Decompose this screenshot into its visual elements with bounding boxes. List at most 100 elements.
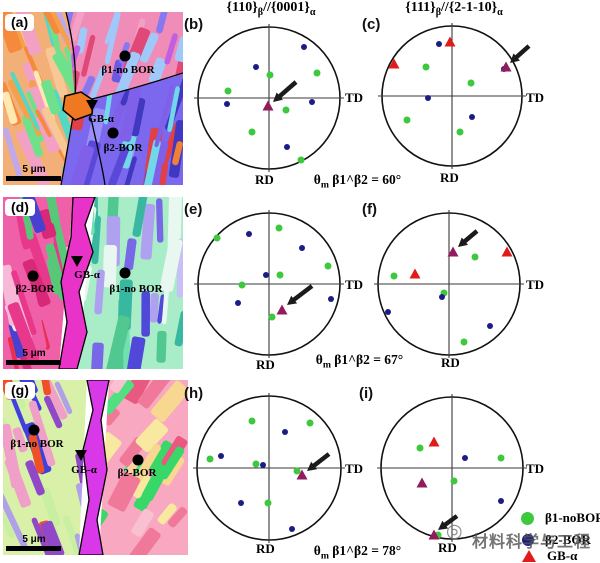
pf-point-b2-bor	[328, 296, 334, 302]
gb-alpha-band	[58, 197, 96, 369]
legend-item-b1nobor: β1-noBOR	[521, 510, 600, 526]
pf-point-b2-bor	[425, 95, 431, 101]
panel-label-c: (c)	[362, 16, 381, 33]
pf-point-gb-alpha	[501, 246, 513, 257]
grain-boundary-line	[91, 72, 183, 100]
pf-point-b2-bor	[263, 272, 269, 278]
grain-lath	[103, 86, 113, 125]
pole-figure-h	[193, 393, 345, 543]
ebsd-map-d: (d) β2-BOR GB-α β1-no BOR 5 μm	[3, 197, 183, 369]
pf-point-b1-nobor	[248, 417, 256, 425]
grain-lath	[150, 380, 188, 422]
legend-label-b2bor: β2-BOR	[545, 532, 591, 547]
pf-point-b1-nobor	[467, 79, 475, 87]
pf-arrow-shaft	[513, 44, 531, 61]
grain-lath	[119, 85, 142, 142]
pf-point-b2-bor	[498, 498, 504, 504]
map-marker-dot	[119, 267, 131, 279]
grain-lath	[156, 198, 164, 243]
grain-lath	[16, 129, 51, 185]
pf-point-b2-bor	[439, 294, 445, 300]
scale-bar-label: 5 μm	[22, 348, 46, 359]
td-label-h: TD	[345, 461, 364, 476]
grain-region	[3, 12, 75, 185]
pf-point-b2-bor	[284, 144, 290, 150]
pf-point-b2-bor	[301, 44, 307, 50]
pf-point-b2-bor	[224, 101, 230, 107]
misorientation-row3: θm β1^β2 = 78°	[313, 543, 402, 562]
grain-boundary-line	[65, 12, 77, 97]
grain-lath	[22, 258, 51, 307]
legend-marker-red-triangle	[522, 550, 536, 562]
panel-label-f: (f)	[362, 201, 377, 218]
pf-point-b1-nobor	[471, 253, 479, 261]
map-marker-triangle-down	[71, 256, 83, 267]
grain-lath	[172, 141, 183, 166]
grain-lath	[174, 310, 183, 347]
pf-point-b1-nobor	[268, 313, 276, 321]
grain-lath	[108, 471, 141, 512]
grain-lath	[156, 12, 168, 34]
panel-label-h: (h)	[184, 385, 204, 402]
pf-point-b2-bor	[469, 114, 475, 120]
pf-arrow-head	[438, 520, 449, 530]
grain-lath	[7, 302, 40, 364]
pf-point-b1-nobor	[460, 338, 468, 346]
pf-arrow-shaft	[276, 80, 298, 100]
pf-point-b1-nobor	[324, 262, 332, 270]
grain-lath	[90, 342, 104, 369]
misorientation-row2: θm β1^β2 = 67°	[315, 352, 404, 371]
grain-lath	[26, 232, 54, 291]
grain-lath	[3, 493, 28, 549]
grain-lath	[43, 395, 63, 429]
pole-figure-c	[378, 23, 531, 169]
pf-arrow-head	[510, 53, 520, 63]
grain-lath	[174, 36, 183, 63]
pf-point-b1-nobor	[276, 271, 284, 279]
legend-marker-green-circle	[521, 511, 534, 525]
pf-point-b1-nobor	[275, 224, 283, 232]
grain-lath	[34, 12, 63, 35]
pf-arrow-shaft	[461, 229, 479, 245]
map-annotation-label: GB-α	[74, 269, 100, 281]
pf-point-b1-nobor	[282, 106, 290, 114]
grain-lath	[35, 109, 52, 138]
grain-lath	[65, 144, 95, 185]
map-annotation-label: β1-no BOR	[109, 283, 163, 295]
grain-lath	[107, 146, 130, 185]
grain-lath	[12, 210, 31, 250]
rd-label-h: RD	[256, 541, 275, 556]
scale-bar-label: 5 μm	[22, 534, 46, 545]
pf-point-gb-alpha-highlighted	[416, 477, 428, 488]
grain-lath	[8, 321, 26, 358]
pf-point-b2-bor	[235, 300, 241, 306]
grain-lath	[99, 432, 122, 467]
pf-point-b2-bor	[385, 309, 391, 315]
grain-lath	[109, 380, 130, 394]
map-marker-dot	[107, 127, 119, 139]
grain-lath	[12, 427, 28, 453]
scale-bar	[6, 360, 61, 365]
pf-point-b1-nobor	[497, 454, 505, 462]
grain-lath	[130, 473, 153, 499]
grain-lath	[94, 269, 105, 315]
grain-lath	[102, 244, 118, 288]
watermark-text: 材料科学与工程	[472, 534, 592, 551]
grain-lath	[123, 336, 146, 369]
grain-lath	[51, 223, 64, 278]
pf-point-gb-alpha	[409, 268, 421, 279]
grain-lath	[4, 457, 32, 508]
grain-lath	[127, 527, 161, 555]
grain-lath	[156, 162, 169, 185]
pf-point-b1-nobor	[213, 234, 221, 242]
grain-lath	[164, 33, 178, 65]
pf-point-b1-nobor	[390, 272, 398, 280]
pole-figure-f	[374, 210, 524, 358]
pf-point-b1-nobor	[248, 128, 256, 136]
pf-point-b1-nobor	[264, 499, 272, 507]
pf-arrow-head	[287, 295, 298, 305]
grain-lath	[47, 12, 75, 56]
grain-lath	[62, 515, 87, 555]
td-label-b: TD	[345, 90, 364, 105]
pf-column-title-110: {110}β//{0001}α	[226, 0, 316, 18]
